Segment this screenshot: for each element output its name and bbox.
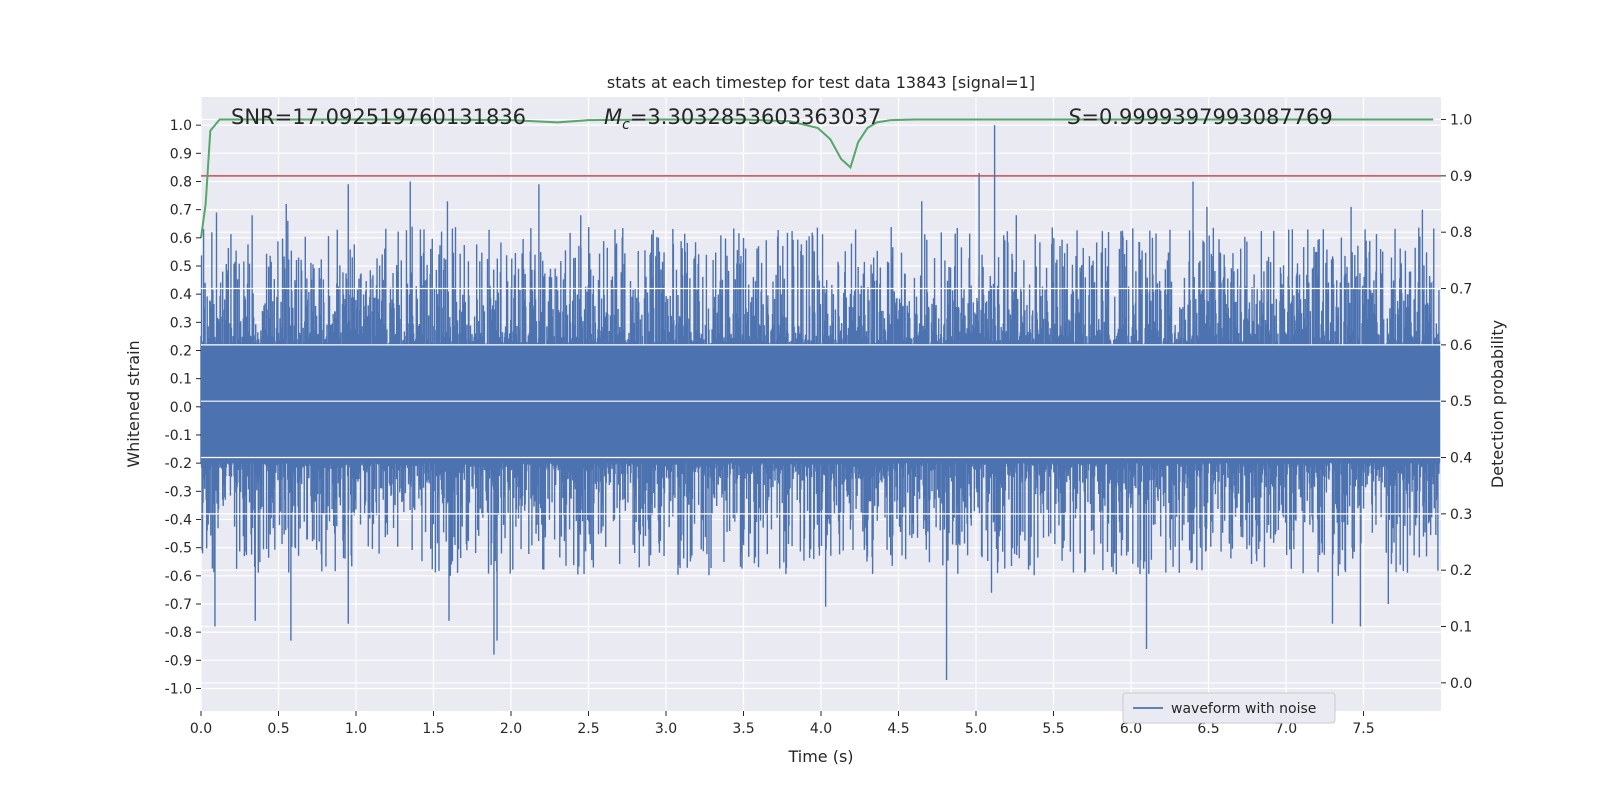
probability-line xyxy=(200,118,1434,238)
y-tick-label-right: 0.4 xyxy=(1450,451,1472,467)
score-symbol: S xyxy=(1068,105,1081,129)
chirp-mass-value: =3.3032853603363037 xyxy=(630,105,881,129)
y-tick-label-left: 0.7 xyxy=(170,203,192,219)
snr-annotation: SNR=17.092519760131836 xyxy=(231,105,526,129)
waveform-core-band xyxy=(201,347,1440,461)
y-tick-label-left: 1.0 xyxy=(170,118,192,134)
x-tick-label: 6.0 xyxy=(1120,721,1142,737)
y-tick-label-left: -0.8 xyxy=(165,625,192,641)
y-tick-label-left: 0.0 xyxy=(170,400,192,416)
x-tick-label: 1.5 xyxy=(422,721,444,737)
y-tick-label-left: -0.6 xyxy=(165,569,192,585)
x-tick-label: 7.0 xyxy=(1275,721,1297,737)
y-tick-label-left: -1.0 xyxy=(165,681,192,697)
x-tick-label: 4.0 xyxy=(810,721,832,737)
x-tick-label: 0.0 xyxy=(190,721,212,737)
score-annotation: S=0.9999397993087769 xyxy=(1068,105,1333,129)
y-tick-label-right: 0.1 xyxy=(1450,620,1472,636)
chirp-mass-subscript: c xyxy=(622,117,630,133)
y-axis-label-right: Detection probability xyxy=(1488,320,1507,488)
y-tick-label-left: 0.3 xyxy=(170,315,192,331)
y-tick-label-left: -0.1 xyxy=(165,428,192,444)
x-tick-label: 1.0 xyxy=(345,721,367,737)
y-tick-label-left: -0.2 xyxy=(165,456,192,472)
y-tick-label-right: 0.8 xyxy=(1450,225,1472,241)
chirp-mass-symbol: M xyxy=(604,105,622,129)
y-tick-label-left: -0.5 xyxy=(165,541,192,557)
y-tick-label-right: 0.0 xyxy=(1450,676,1472,692)
x-tick-label: 5.5 xyxy=(1042,721,1064,737)
x-tick-label: 3.5 xyxy=(732,721,754,737)
y-tick-label-right: 1.0 xyxy=(1450,113,1472,129)
legend: waveform with noise xyxy=(1122,692,1336,724)
y-tick-label-left: 0.9 xyxy=(170,146,192,162)
score-value: =0.9999397993087769 xyxy=(1081,105,1332,129)
x-tick-label: 2.0 xyxy=(500,721,522,737)
y-tick-label-left: -0.4 xyxy=(165,512,192,528)
waveform-series xyxy=(200,125,1441,681)
y-axis-label-left: Whitened strain xyxy=(124,340,143,467)
y-tick-label-left: -0.7 xyxy=(165,597,192,613)
legend-label: waveform with noise xyxy=(1171,701,1316,717)
axis-ticks: 0.0 0.5 1.0 1.5 2.0 2.5 3.0 3.5 4.0 4.5 5.0 5.5 6.0 6… xyxy=(165,113,1473,737)
x-tick-label: 3.0 xyxy=(655,721,677,737)
y-tick-label-right: 0.3 xyxy=(1450,507,1472,523)
chirp-mass-annotation: Mc=3.3032853603363037 xyxy=(604,105,881,133)
x-tick-label: 0.5 xyxy=(267,721,289,737)
x-tick-label: 4.5 xyxy=(887,721,909,737)
legend-box xyxy=(1122,692,1336,724)
probability-series xyxy=(200,118,1441,238)
x-axis-label: Time (s) xyxy=(787,747,853,766)
y-tick-label-left: -0.3 xyxy=(165,484,192,500)
y-tick-label-left: 0.5 xyxy=(170,259,192,275)
y-tick-label-left: 0.6 xyxy=(170,231,192,247)
y-tick-label-right: 0.2 xyxy=(1450,563,1472,579)
x-tick-label: 2.5 xyxy=(577,721,599,737)
y-tick-label-right: 0.6 xyxy=(1450,338,1472,354)
y-tick-label-left: -0.9 xyxy=(165,653,192,669)
y-tick-label-right: 0.5 xyxy=(1450,394,1472,410)
x-tick-label: 5.0 xyxy=(965,721,987,737)
y-tick-label-right: 0.9 xyxy=(1450,169,1472,185)
x-tick-label: 7.5 xyxy=(1352,721,1374,737)
y-tick-label-left: 0.1 xyxy=(170,372,192,388)
y-tick-label-right: 0.7 xyxy=(1450,282,1472,298)
x-tick-label: 6.5 xyxy=(1197,721,1219,737)
y-tick-label-left: 0.4 xyxy=(170,287,192,303)
chart-title: stats at each timestep for test data 138… xyxy=(607,73,1035,92)
y-tick-label-left: 0.2 xyxy=(170,343,192,359)
y-tick-label-left: 0.8 xyxy=(170,174,192,190)
